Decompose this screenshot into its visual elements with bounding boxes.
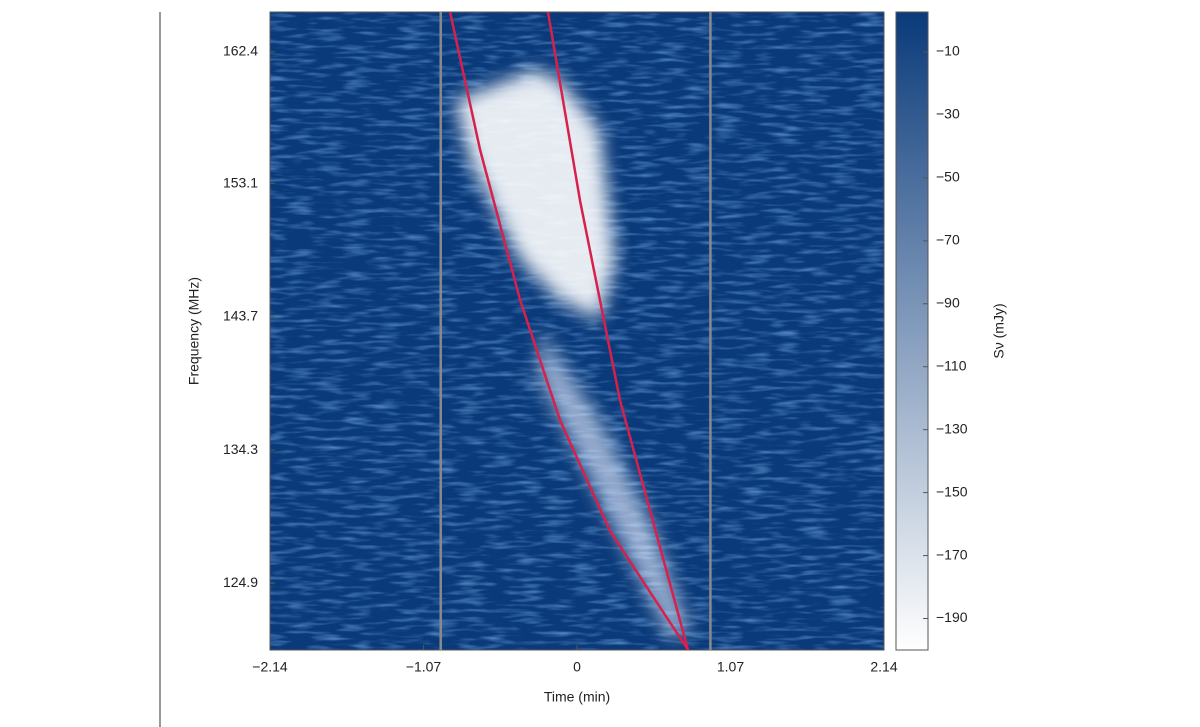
x-tick-label: −2.14 xyxy=(252,659,288,675)
dispersion-curve xyxy=(546,12,690,650)
y-tick-label: 153.1 xyxy=(223,174,258,190)
colorbar-tick-label: −190 xyxy=(936,609,968,625)
colorbar-tick-label: −90 xyxy=(936,294,960,310)
y-axis-label: Frequency (MHz) xyxy=(186,277,202,385)
colorbar-tick-label: −110 xyxy=(936,357,967,373)
colorbar-tick-label: −30 xyxy=(936,106,960,122)
x-tick-label: 2.14 xyxy=(870,659,897,675)
x-axis-label: Time (min) xyxy=(544,689,610,705)
plot-area xyxy=(270,12,884,650)
y-tick-label: 134.3 xyxy=(223,441,258,457)
colorbar-tick-label: −10 xyxy=(936,43,960,59)
x-tick-label: −1.07 xyxy=(406,659,442,675)
dispersion-curve xyxy=(448,12,690,650)
colorbar-label: Sν (mJy) xyxy=(991,303,1007,358)
x-tick-label: 0 xyxy=(573,659,581,675)
colorbar-tick-label: −170 xyxy=(936,546,968,562)
x-tick-label: 1.07 xyxy=(717,659,744,675)
colorbar-tick-label: −70 xyxy=(936,232,960,248)
colorbar-tick-label: −50 xyxy=(936,169,960,185)
y-tick-label: 143.7 xyxy=(223,308,258,324)
colorbar-tick-label: −130 xyxy=(936,420,968,436)
y-tick-label: 124.9 xyxy=(223,574,258,590)
colorbar xyxy=(895,11,929,651)
y-tick-label: 162.4 xyxy=(223,42,258,58)
colorbar-tick-label: −150 xyxy=(936,483,968,499)
signal-streak xyxy=(455,70,690,640)
